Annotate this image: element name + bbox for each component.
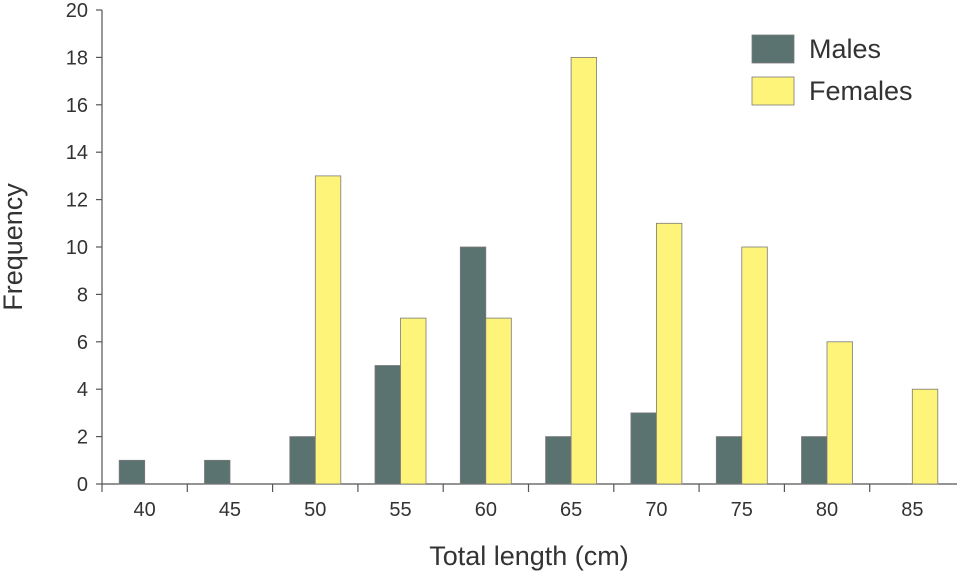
x-tick-label: 55 — [389, 499, 411, 521]
y-tick-label: 2 — [77, 427, 88, 449]
y-tick-label: 12 — [66, 190, 88, 212]
y-tick-label: 4 — [77, 379, 88, 401]
bar-males-45 — [204, 459, 231, 485]
x-tick-label: 85 — [901, 499, 923, 521]
y-tick-label: 8 — [77, 284, 88, 306]
x-tick-label: 75 — [731, 499, 753, 521]
bar-females-75 — [741, 246, 768, 485]
bar-females-80 — [826, 341, 853, 485]
x-tick-label: 60 — [475, 499, 497, 521]
x-tick-label: 40 — [134, 499, 156, 521]
bar-females-85 — [911, 388, 939, 485]
bar-females-50 — [314, 175, 342, 485]
bar-males-65 — [545, 436, 572, 485]
y-tick-label: 20 — [66, 0, 88, 22]
legend: Males Females — [751, 34, 913, 106]
legend-swatch-females — [751, 76, 795, 106]
y-tick-label: 0 — [77, 474, 88, 496]
y-tick-label: 14 — [66, 142, 88, 164]
bar-males-55 — [374, 365, 401, 485]
x-tick-label: 70 — [645, 499, 667, 521]
y-tick-label: 6 — [77, 332, 88, 354]
bar-females-55 — [400, 317, 427, 485]
legend-label-females: Females — [809, 76, 913, 106]
x-tick-label: 80 — [816, 499, 838, 521]
y-tick-label: 18 — [66, 47, 88, 69]
legend-label-males: Males — [809, 34, 881, 64]
x-tick-label: 45 — [219, 499, 241, 521]
bar-females-70 — [656, 222, 683, 485]
bar-males-70 — [630, 412, 657, 485]
tick-labels: 0 2 4 6 8 10 12 14 16 18 20 40 45 50 55 60 65 70 75 80 85 — [66, 0, 924, 521]
bar-males-60 — [459, 246, 487, 485]
bars — [118, 57, 939, 485]
bar-males-50 — [289, 436, 316, 485]
y-axis-title: Frequency — [0, 183, 28, 311]
legend-swatch-males — [751, 34, 795, 64]
bar-females-65 — [570, 57, 597, 485]
bar-males-80 — [801, 436, 828, 485]
x-tick-label: 50 — [304, 499, 326, 521]
bar-males-75 — [715, 436, 743, 485]
y-tick-label: 16 — [66, 95, 88, 117]
bar-males-40 — [118, 459, 146, 485]
y-tick-label: 10 — [66, 237, 88, 259]
bar-females-60 — [485, 317, 512, 485]
x-axis-title: Total length (cm) — [429, 541, 629, 571]
x-tick-label: 65 — [560, 499, 582, 521]
